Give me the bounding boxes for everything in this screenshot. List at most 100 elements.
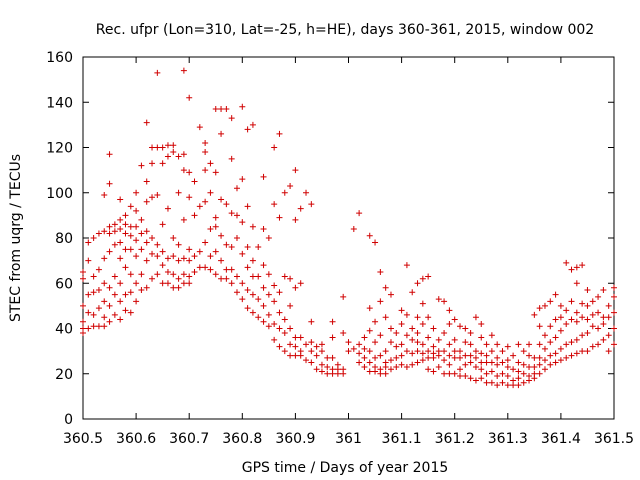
y-axis-label: STEC from uqrg / TECUs xyxy=(8,154,24,322)
data-point xyxy=(504,363,511,370)
data-point xyxy=(271,298,278,305)
data-point xyxy=(419,350,426,357)
data-point xyxy=(340,330,347,337)
data-point xyxy=(111,273,118,280)
x-tick-label: 361.5 xyxy=(594,431,634,447)
data-point xyxy=(483,379,490,386)
data-point xyxy=(297,348,304,355)
data-point xyxy=(547,298,554,305)
data-point xyxy=(600,314,607,321)
data-point xyxy=(366,305,373,312)
data-point xyxy=(180,151,187,158)
y-tick-label: 20 xyxy=(55,367,73,383)
data-point xyxy=(403,332,410,339)
data-point xyxy=(409,325,416,332)
data-point xyxy=(504,382,511,389)
data-point xyxy=(90,311,97,318)
data-point xyxy=(573,264,580,271)
data-point xyxy=(499,370,506,377)
data-point xyxy=(101,323,108,330)
data-point xyxy=(563,307,570,314)
data-point xyxy=(457,366,464,373)
data-point xyxy=(186,194,193,201)
data-point xyxy=(515,368,522,375)
data-point xyxy=(462,325,469,332)
data-point xyxy=(409,289,416,296)
data-point xyxy=(536,354,543,361)
data-point xyxy=(334,361,341,368)
data-point xyxy=(138,216,145,223)
data-point xyxy=(478,334,485,341)
data-point xyxy=(441,348,448,355)
data-point xyxy=(297,334,304,341)
data-point xyxy=(117,298,124,305)
data-point xyxy=(159,221,166,228)
data-point xyxy=(276,289,283,296)
data-point xyxy=(350,225,357,232)
data-point xyxy=(265,311,272,318)
data-point xyxy=(329,366,336,373)
data-point xyxy=(483,359,490,366)
data-point xyxy=(462,339,469,346)
data-point xyxy=(403,363,410,370)
data-point xyxy=(101,192,108,199)
data-point xyxy=(244,244,251,251)
data-point xyxy=(180,167,187,174)
y-tick-label: 140 xyxy=(46,95,73,111)
data-point xyxy=(303,341,310,348)
data-point xyxy=(510,352,517,359)
data-point xyxy=(106,302,113,309)
data-point xyxy=(340,366,347,373)
data-point xyxy=(372,239,379,246)
data-point xyxy=(398,361,405,368)
data-point xyxy=(308,348,315,355)
data-point xyxy=(95,266,102,273)
data-point xyxy=(488,368,495,375)
data-point xyxy=(164,153,171,160)
data-point xyxy=(356,350,363,357)
data-point xyxy=(80,275,86,282)
data-point xyxy=(356,210,363,217)
data-point xyxy=(159,248,166,255)
data-point xyxy=(186,94,193,101)
data-point xyxy=(249,273,256,280)
data-point xyxy=(483,370,490,377)
data-point xyxy=(133,298,140,305)
data-point xyxy=(568,339,575,346)
data-point xyxy=(244,287,251,294)
data-point xyxy=(409,361,416,368)
data-point xyxy=(191,212,198,219)
data-point xyxy=(101,228,108,235)
data-point xyxy=(117,196,124,203)
data-point xyxy=(228,280,235,287)
data-point xyxy=(568,298,575,305)
data-point xyxy=(552,359,559,366)
data-point xyxy=(536,361,543,368)
data-point xyxy=(377,366,384,373)
data-point xyxy=(133,280,140,287)
data-point xyxy=(472,314,479,321)
data-point xyxy=(531,370,538,377)
data-point xyxy=(218,275,225,282)
data-point xyxy=(95,287,102,294)
data-point xyxy=(223,106,230,113)
data-point xyxy=(85,325,92,332)
data-point xyxy=(149,144,156,151)
data-point xyxy=(435,336,442,343)
x-tick-label: 360.6 xyxy=(116,431,156,447)
data-point xyxy=(223,241,230,248)
data-point xyxy=(281,330,288,337)
data-point xyxy=(318,341,325,348)
data-point xyxy=(488,348,495,355)
x-axis-label: GPS time / Days of year 2015 xyxy=(242,460,449,476)
data-point xyxy=(324,370,331,377)
data-point xyxy=(308,318,315,325)
data-point xyxy=(595,293,602,300)
data-point xyxy=(260,284,267,291)
x-tick-label: 361.4 xyxy=(541,431,581,447)
data-point xyxy=(265,235,272,241)
data-point xyxy=(239,103,246,110)
data-point xyxy=(313,343,320,350)
data-point xyxy=(159,280,166,287)
